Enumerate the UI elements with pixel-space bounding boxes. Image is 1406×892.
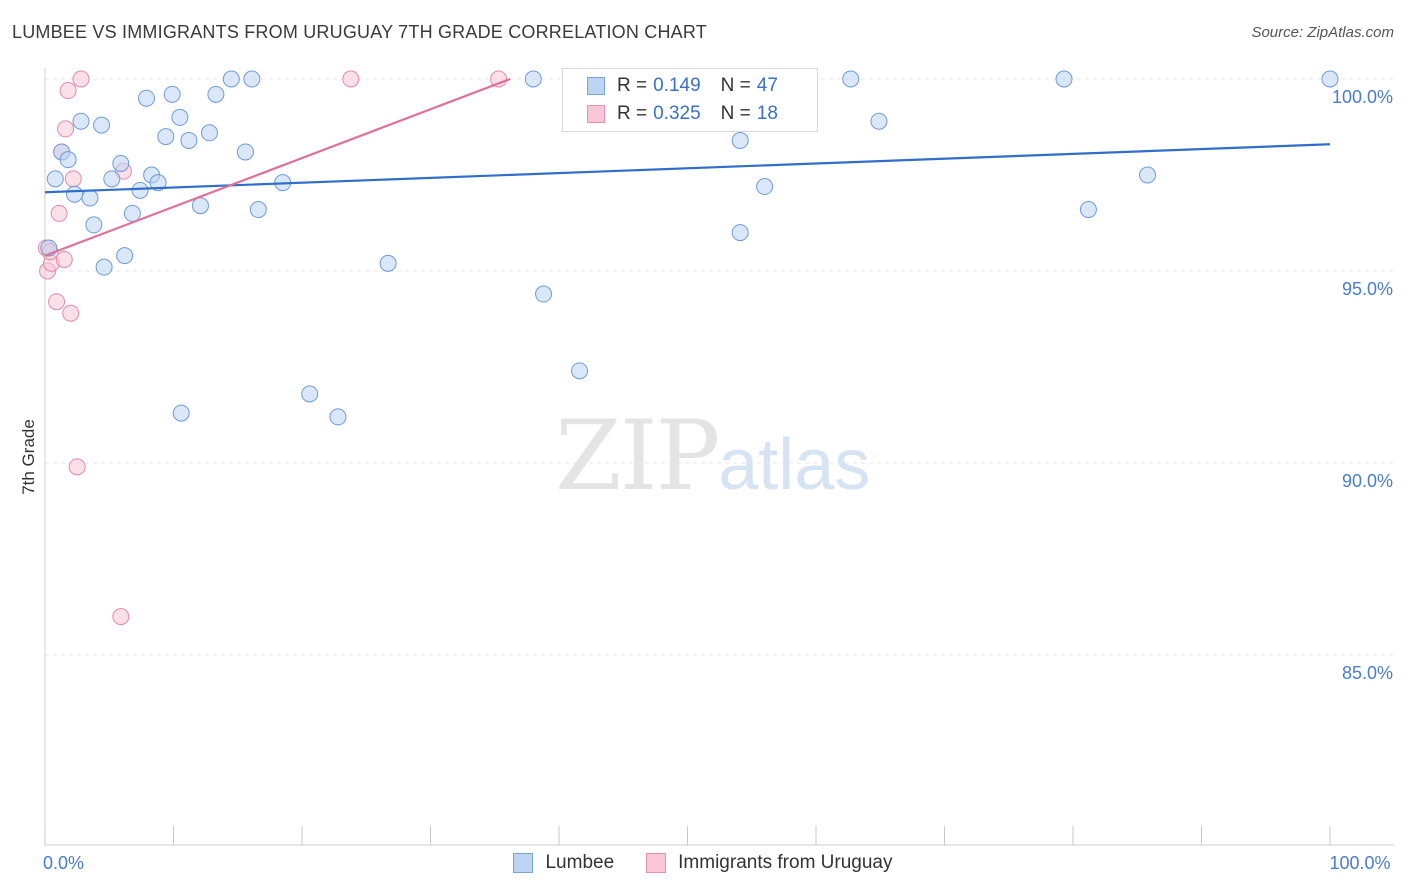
lumbee-point: [571, 362, 589, 380]
x-tick-label: 0.0%: [43, 853, 84, 873]
lumbee-point: [870, 112, 888, 130]
uruguay-trend-line: [44, 77, 511, 257]
uruguay-point: [342, 70, 360, 88]
legend-row-uruguay: R = 0.325 N = 18: [587, 102, 778, 126]
lumbee-point: [138, 89, 156, 107]
lumbee-point: [200, 124, 218, 142]
uruguay-point: [57, 120, 75, 138]
lumbee-point: [123, 204, 141, 222]
lumbee-point: [149, 174, 167, 192]
uruguay-point: [55, 250, 73, 268]
y-axis-title: 7th Grade: [19, 419, 38, 495]
tick-labels: 100.0% 95.0% 90.0% 85.0% 0.0% 100.0% 7th Grade: [19, 87, 1393, 873]
lumbee-point: [59, 151, 77, 169]
lumbee-point: [116, 247, 134, 265]
x-tick-label: 100.0%: [1329, 853, 1390, 873]
lumbee-point: [236, 143, 254, 161]
lumbee-point: [1139, 166, 1157, 184]
legend-r-label: R =: [617, 103, 648, 124]
lumbee-point: [180, 131, 198, 149]
lumbee-point: [46, 170, 64, 188]
lumbee-point: [329, 408, 347, 426]
y-tick-label: 100.0%: [1332, 87, 1393, 107]
lumbee-point: [81, 189, 99, 207]
legend-row-lumbee: R = 0.149 N = 47: [587, 74, 778, 98]
lumbee-point: [535, 285, 553, 303]
series-swatch-uruguay: [646, 853, 667, 873]
legend-swatch-uruguay: [587, 105, 605, 123]
legend-n-value: 18: [756, 103, 778, 124]
lumbee-point: [172, 404, 190, 422]
lumbee-point: [731, 224, 749, 242]
legend-n-label: N =: [720, 75, 751, 96]
lumbee-point: [524, 70, 542, 88]
axes: [44, 68, 1394, 846]
uruguay-points: [37, 70, 508, 626]
series-legend: Lumbee Immigrants from Uruguay: [0, 852, 1406, 874]
legend-r-value: 0.325: [653, 103, 701, 124]
lumbee-point: [103, 170, 121, 188]
uruguay-point: [68, 458, 86, 476]
legend-r-value: 0.149: [653, 75, 701, 96]
lumbee-point: [112, 154, 130, 172]
series-legend-uruguay[interactable]: Immigrants from Uruguay: [646, 852, 893, 874]
lumbee-point: [66, 185, 84, 203]
lumbee-point: [222, 70, 240, 88]
y-tick-label: 90.0%: [1342, 471, 1393, 491]
lumbee-point: [1079, 201, 1097, 219]
lumbee-point: [93, 116, 111, 134]
legend-swatch-lumbee: [587, 77, 605, 95]
chart-title: LUMBEE VS IMMIGRANTS FROM URUGUAY 7TH GR…: [12, 22, 707, 42]
watermark-atlas: atlas: [718, 425, 871, 505]
source-label: Source: ZipAtlas.com: [1251, 24, 1394, 41]
legend-n-label: N =: [720, 103, 751, 124]
lumbee-point: [379, 254, 397, 272]
lumbee-point: [756, 178, 774, 196]
legend-n-value: 47: [756, 75, 778, 96]
lumbee-trend-line: [44, 143, 1331, 194]
uruguay-point: [64, 170, 82, 188]
lumbee-points: [40, 70, 1339, 426]
lumbee-point: [243, 70, 261, 88]
series-legend-lumbee[interactable]: Lumbee: [513, 852, 614, 874]
lumbee-point: [163, 85, 181, 103]
y-tick-label: 85.0%: [1342, 663, 1393, 683]
lumbee-point: [95, 258, 113, 276]
uruguay-point: [48, 293, 66, 311]
y-tick-label: 95.0%: [1342, 279, 1393, 299]
lumbee-point: [157, 128, 175, 146]
lumbee-point: [191, 197, 209, 215]
lumbee-point: [207, 85, 225, 103]
lumbee-point: [731, 131, 749, 149]
series-label-uruguay: Immigrants from Uruguay: [678, 852, 893, 873]
lumbee-point: [85, 216, 103, 234]
uruguay-point: [72, 70, 90, 88]
uruguay-point: [112, 608, 130, 626]
lumbee-point: [171, 108, 189, 126]
legend-r-label: R =: [617, 75, 648, 96]
uruguay-point: [59, 82, 77, 100]
series-label-lumbee: Lumbee: [545, 852, 615, 873]
series-swatch-lumbee: [513, 853, 534, 873]
trend-lines: [44, 77, 1331, 257]
uruguay-point: [62, 304, 80, 322]
watermark: ZIPatlas: [555, 400, 870, 512]
lumbee-point: [842, 70, 860, 88]
lumbee-point: [72, 112, 90, 130]
lumbee-point: [131, 181, 149, 199]
grid-lines: [45, 78, 1394, 656]
lumbee-point: [1321, 70, 1339, 88]
uruguay-point: [50, 204, 68, 222]
stats-legend: R = 0.149 N = 47 R = 0.325 N = 18: [562, 68, 818, 132]
watermark-zip: ZIP: [555, 400, 720, 512]
lumbee-point: [301, 385, 319, 403]
lumbee-point: [1055, 70, 1073, 88]
lumbee-point: [249, 201, 267, 219]
